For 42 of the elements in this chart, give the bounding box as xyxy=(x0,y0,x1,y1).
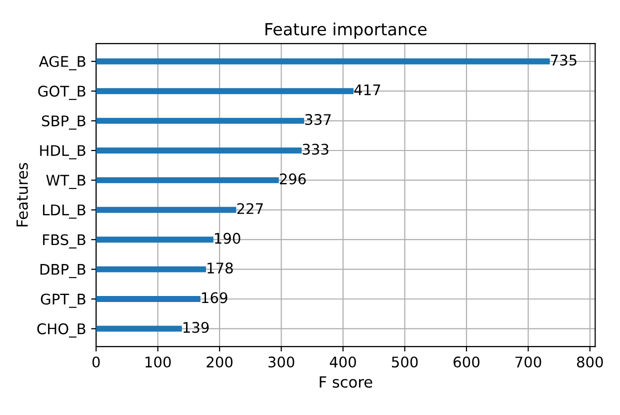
bar xyxy=(96,266,206,272)
bar xyxy=(96,148,302,154)
data-label: 169 xyxy=(202,292,228,304)
x-tick-label: 800 xyxy=(577,356,603,368)
y-tick-label: LDL_B xyxy=(43,204,86,219)
data-label: 735 xyxy=(551,54,576,66)
x-tick-label: 500 xyxy=(392,356,418,368)
y-tick-label: GOT_B xyxy=(38,86,86,100)
x-tick-label: 0 xyxy=(92,356,100,368)
x-tick-label: 300 xyxy=(268,356,294,368)
bar xyxy=(96,206,236,213)
x-tick-label: 200 xyxy=(206,356,233,368)
data-label: 190 xyxy=(214,232,240,244)
data-label: 417 xyxy=(354,84,380,96)
bar xyxy=(96,296,200,302)
y-tick-label: AGE_B xyxy=(38,56,86,70)
x-tick-label: 700 xyxy=(516,356,542,368)
y-tick-label: DBP_B xyxy=(40,264,86,278)
data-label: 227 xyxy=(237,203,263,214)
y-tick-label: GPT_B xyxy=(40,294,86,308)
bar xyxy=(96,58,550,64)
bar xyxy=(96,177,279,184)
bar xyxy=(96,326,182,332)
y-tick-label: HDL_B xyxy=(40,145,86,160)
bar xyxy=(96,236,214,243)
bar xyxy=(96,88,354,94)
y-tick-label: SBP_B xyxy=(42,115,86,130)
x-tick-label: 400 xyxy=(330,356,356,368)
data-label: 139 xyxy=(184,322,209,333)
data-label: 178 xyxy=(208,262,233,274)
data-label: 296 xyxy=(280,173,306,184)
y-tick-label: FBS_B xyxy=(43,234,86,248)
x-tick-label: 600 xyxy=(454,356,480,368)
data-label: 333 xyxy=(302,144,328,155)
x-axis-title: F score xyxy=(320,376,372,388)
y-axis-title: Features xyxy=(16,162,28,226)
bar xyxy=(96,118,304,124)
data-label: 337 xyxy=(305,114,331,126)
y-tick-label: WT_B xyxy=(46,174,86,189)
chart-title: Feature importance xyxy=(266,22,427,39)
y-tick-label: CHO_B xyxy=(37,323,86,338)
x-tick-label: 100 xyxy=(146,356,171,368)
